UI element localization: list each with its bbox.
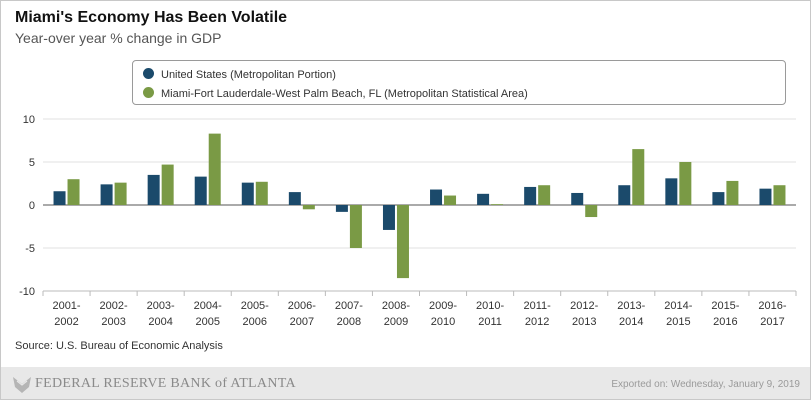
eagle-logo-icon xyxy=(13,377,31,393)
footer-logo-text: FEDERAL RESERVE BANK of ATLANTA xyxy=(35,376,296,391)
x-tick-label: 2003 xyxy=(101,316,125,328)
x-tick-label: 2009 xyxy=(384,316,408,328)
bar-miami xyxy=(726,180,739,205)
x-tick-label: 2012- xyxy=(570,300,598,312)
x-tick-label: 2012 xyxy=(525,316,549,328)
bar-us xyxy=(618,185,631,205)
bar-miami xyxy=(773,185,786,205)
bar-miami xyxy=(349,205,362,248)
bar-miami xyxy=(491,204,504,205)
bar-us xyxy=(665,178,678,205)
bar-miami xyxy=(538,185,551,205)
x-tick-label: 2003- xyxy=(147,300,175,312)
legend: United States (Metropolitan Portion) Mia… xyxy=(132,60,786,105)
bar-miami xyxy=(255,181,268,205)
bar-us xyxy=(335,205,348,212)
x-tick-label: 2007 xyxy=(290,316,314,328)
x-tick-label: 2002- xyxy=(100,300,128,312)
x-tick-label: 2005 xyxy=(195,316,219,328)
y-tick-label: 5 xyxy=(29,157,35,169)
bar-us xyxy=(382,205,395,230)
x-tick-label: 2004- xyxy=(194,300,222,312)
x-tick-label: 2001- xyxy=(52,300,80,312)
x-tick-label: 2017 xyxy=(760,316,784,328)
x-tick-label: 2013 xyxy=(572,316,596,328)
x-tick-label: 2015 xyxy=(666,316,690,328)
x-tick-label: 2008- xyxy=(382,300,410,312)
y-tick-label: 0 xyxy=(29,200,35,212)
bar-miami xyxy=(585,205,598,218)
legend-label-us: United States (Metropolitan Portion) xyxy=(161,69,336,81)
x-tick-label: 2014 xyxy=(619,316,643,328)
bar-us xyxy=(147,174,160,205)
legend-item-us[interactable]: United States (Metropolitan Portion) xyxy=(143,68,336,81)
bar-us xyxy=(53,191,66,205)
source-note: Source: U.S. Bureau of Economic Analysis xyxy=(15,340,223,352)
x-tick-label: 2006- xyxy=(288,300,316,312)
x-tick-label: 2013- xyxy=(617,300,645,312)
x-tick-label: 2015- xyxy=(711,300,739,312)
bar-us xyxy=(430,189,443,205)
bar-us xyxy=(288,192,301,205)
bar-miami xyxy=(302,205,315,210)
x-tick-label: 2005- xyxy=(241,300,269,312)
y-tick-label: 10 xyxy=(23,114,35,126)
legend-label-miami: Miami-Fort Lauderdale-West Palm Beach, F… xyxy=(161,88,528,100)
bar-miami xyxy=(161,164,174,205)
bar-miami xyxy=(679,162,692,205)
bar-us xyxy=(100,184,113,205)
x-tick-label: 2016- xyxy=(758,300,786,312)
x-tick-label: 2010- xyxy=(476,300,504,312)
x-tick-label: 2011 xyxy=(478,316,502,328)
bar-us xyxy=(241,182,254,205)
bar-miami xyxy=(67,179,80,205)
chart-subtitle: Year-over year % change in GDP xyxy=(15,30,222,46)
export-date: Exported on: Wednesday, January 9, 2019 xyxy=(611,379,800,390)
x-tick-label: 2008 xyxy=(337,316,361,328)
x-tick-label: 2007- xyxy=(335,300,363,312)
bar-miami xyxy=(208,133,221,205)
chart-plot: 10 5 0 -5 -10 2001- 2002 2002- 2003 2003- 2004 2004… xyxy=(19,114,797,328)
y-tick-label: -5 xyxy=(25,243,35,255)
chart-title: Miami's Economy Has Been Volatile xyxy=(15,9,288,26)
legend-marker-us xyxy=(143,68,154,79)
x-tick-label: 2014- xyxy=(664,300,692,312)
footer-bar: FEDERAL RESERVE BANK of ATLANTA Exported… xyxy=(1,367,810,399)
bar-us xyxy=(571,192,584,205)
x-tick-label: 2002 xyxy=(54,316,78,328)
legend-item-miami[interactable]: Miami-Fort Lauderdale-West Palm Beach, F… xyxy=(143,87,528,100)
x-tick-label: 2011- xyxy=(523,300,551,312)
bar-us xyxy=(194,176,207,205)
x-tick-label: 2004 xyxy=(148,316,172,328)
bar-miami xyxy=(114,182,127,205)
x-tick-label: 2006 xyxy=(243,316,267,328)
y-tick-label: -10 xyxy=(19,286,35,298)
bar-miami xyxy=(444,195,457,205)
bar-us xyxy=(477,193,490,205)
x-tick-label: 2009- xyxy=(429,300,457,312)
bar-us xyxy=(759,188,772,205)
bar-miami xyxy=(396,205,409,279)
bar-miami xyxy=(632,149,645,205)
legend-marker-miami xyxy=(143,87,154,98)
x-tick-label: 2010 xyxy=(431,316,455,328)
x-tick-label: 2016 xyxy=(713,316,737,328)
bar-us xyxy=(524,186,537,205)
bar-us xyxy=(712,192,725,205)
